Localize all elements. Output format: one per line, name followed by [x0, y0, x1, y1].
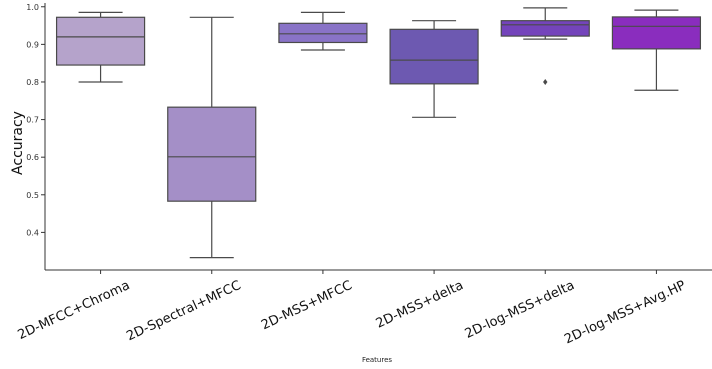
x-tick-label: 2D-log-MSS+Avg.HP [562, 278, 688, 347]
box-group [611, 9, 702, 91]
outlier-point [543, 78, 548, 85]
box-group [278, 11, 368, 51]
box-iqr [500, 20, 590, 37]
box-iqr [167, 106, 257, 202]
box-group [167, 16, 257, 259]
box-group [55, 11, 146, 83]
box-iqr [278, 22, 368, 44]
y-tick-label: 1.0 [26, 3, 39, 12]
box-iqr [389, 28, 479, 85]
y-tick-label: 0.8 [26, 78, 39, 87]
y-tick-label: 0.4 [26, 228, 39, 237]
y-tick-label: 0.7 [26, 116, 39, 125]
y-axis-label: Accuracy [10, 111, 26, 175]
y-tick-label: 0.6 [26, 153, 39, 162]
box-series [55, 7, 702, 259]
box-group [500, 7, 590, 85]
y-tick-label: 0.9 [26, 40, 39, 49]
y-tick-label: 0.5 [26, 191, 39, 200]
x-tick-label: 2D-MSS+delta [374, 278, 466, 332]
box-iqr [611, 16, 702, 50]
chart-axes [44, 3, 712, 271]
x-tick-label: 2D-Spectral+MFCC [124, 278, 243, 344]
box-group [389, 20, 479, 118]
box-iqr [55, 16, 146, 66]
x-axis-label: Features [362, 356, 392, 364]
y-axis-ticks: 0.4 0.5 0.6 0.7 0.8 0.9 1.0 [26, 3, 45, 237]
x-tick-label: 2D-MFCC+Chroma [16, 278, 133, 343]
x-tick-label: 2D-log-MSS+delta [463, 278, 577, 342]
x-tick-label: 2D-MSS+MFCC [259, 278, 355, 333]
